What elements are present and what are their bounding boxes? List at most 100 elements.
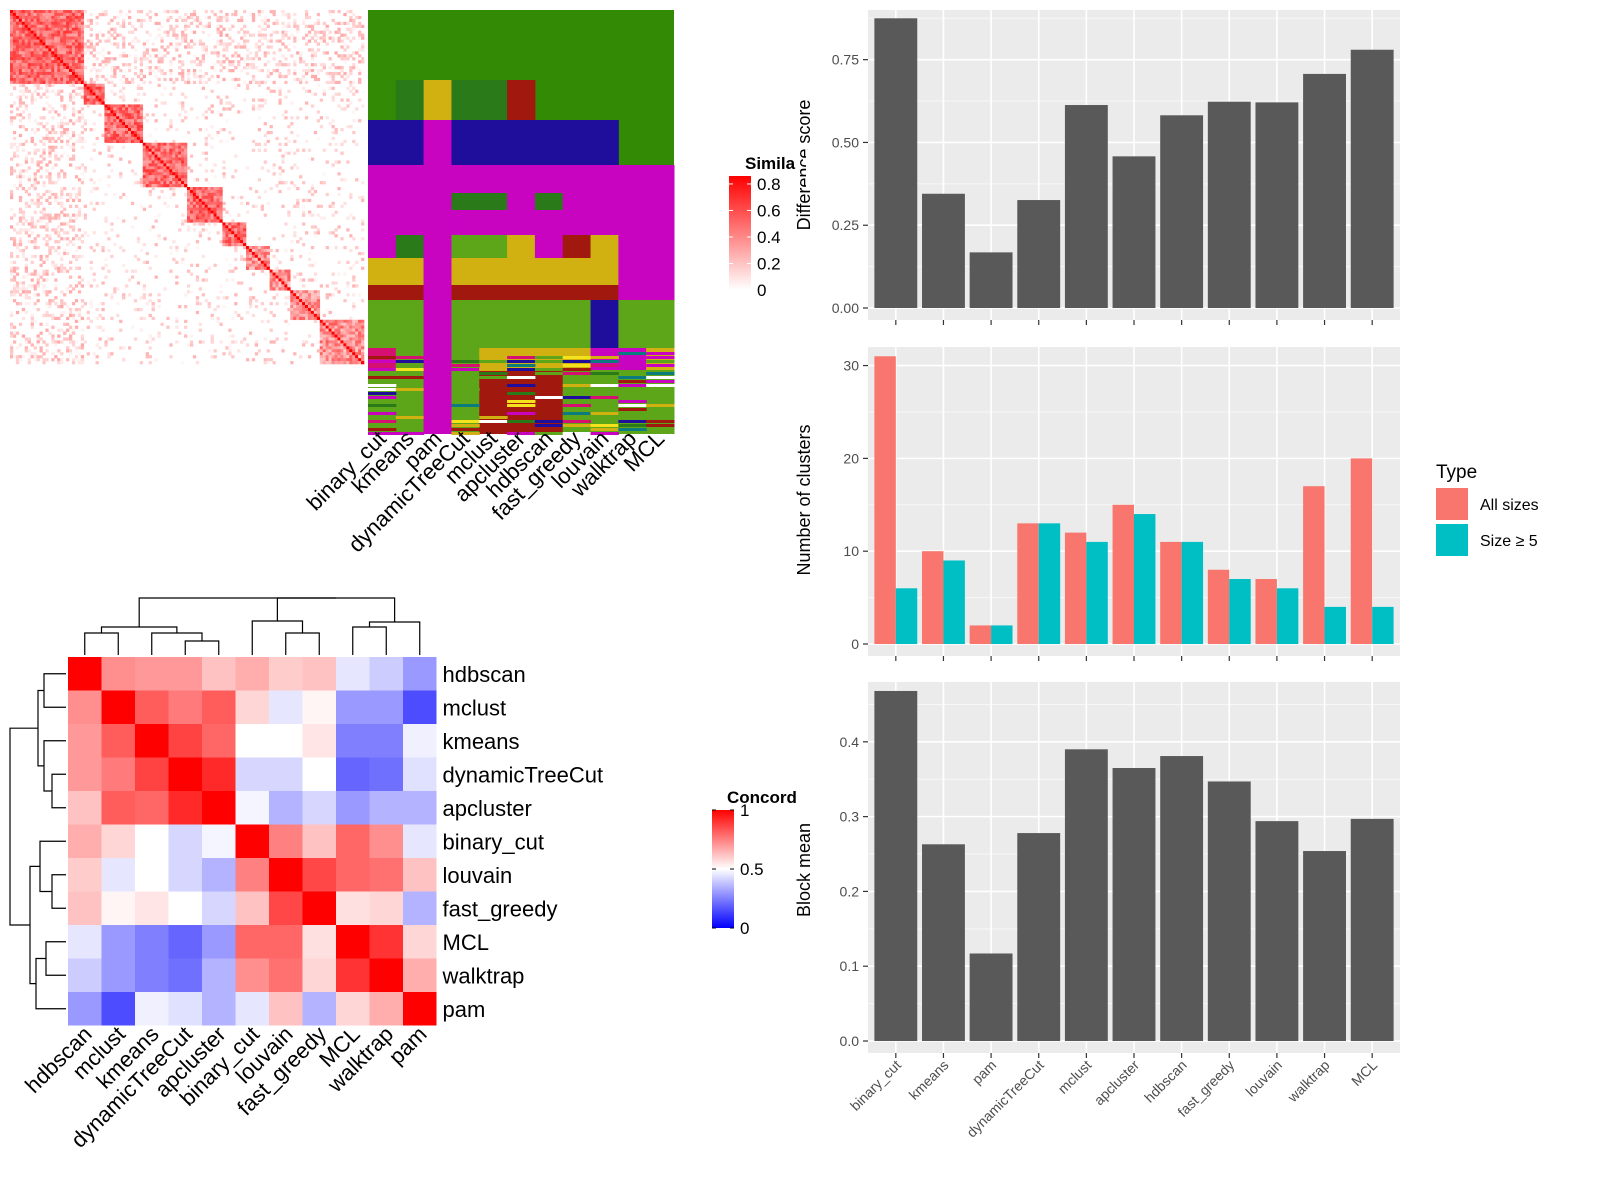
similarity-cell [166,160,170,164]
similarity-cell [166,142,170,146]
similarity-cell [313,278,318,282]
similarity-cell [130,122,135,126]
similarity-cell [222,296,226,300]
similarity-cell [299,355,303,359]
similarity-cell [45,36,49,40]
similarity-cell [57,231,61,235]
similarity-cell [284,45,288,49]
similarity-cell [240,225,244,229]
similarity-cell [57,80,61,85]
similarity-cell [69,60,73,64]
similarity-cell [181,77,185,82]
similarity-cell [175,160,179,164]
similarity-cell [352,12,356,17]
similarity-cell [83,231,87,235]
similarity-cell [358,331,362,335]
similarity-cell [284,30,288,34]
similarity-cell [281,24,285,28]
similarity-cell [307,39,312,43]
similarity-cell [63,39,67,43]
similarity-cell [45,107,49,111]
similarity-cell [27,45,31,49]
similarity-cell [361,257,365,262]
similarity-cell [222,66,226,70]
similarity-cell [216,60,220,64]
similarity-cell [334,66,338,70]
bar [874,356,896,644]
similarity-cell [48,201,52,205]
similarity-cell [113,243,117,247]
similarity-cell [172,139,176,144]
similarity-cell [219,195,223,200]
annotation-cell [590,120,619,165]
similarity-cell [237,349,241,353]
similarity-cell [125,104,129,108]
similarity-cell [175,169,179,173]
similarity-cell [251,248,256,253]
similarity-cell [343,346,347,350]
similarity-cell [104,60,108,64]
similarity-cell [358,346,362,350]
similarity-cell [66,69,70,73]
similarity-cell [60,361,64,365]
similarity-cell [222,222,226,226]
similarity-cell [57,63,61,67]
similarity-cell [18,63,23,67]
similarity-cell [18,45,23,49]
similarity-cell [142,184,146,188]
similarity-cell [322,343,326,347]
similarity-cell [98,325,102,329]
similarity-cell [169,246,173,250]
similarity-cell [77,275,82,279]
similarity-cell [340,325,344,329]
similarity-cell [71,15,76,20]
similarity-cell [122,104,126,108]
similarity-cell [248,302,253,306]
similarity-cell [266,51,270,55]
similarity-cell [192,222,197,226]
similarity-cell [331,272,335,276]
dendrogram-branch [51,773,66,809]
similarity-cell [169,122,173,126]
similarity-cell [204,204,208,208]
similarity-cell [240,254,244,259]
similarity-cell [343,352,347,356]
similarity-cell [154,166,158,170]
similarity-cell [57,234,61,238]
similarity-cell [272,269,276,273]
similarity-cell [57,30,61,34]
concordance-cell [336,992,370,1026]
similarity-cell [248,305,253,309]
similarity-cell [189,12,194,17]
x-tick-label: walktrap [1284,1057,1333,1106]
similarity-cell [30,92,34,96]
similarity-cell [92,110,96,114]
similarity-cell [54,48,58,52]
similarity-cell [133,216,138,220]
similarity-cell [69,145,73,149]
similarity-cell [322,313,326,318]
similarity-cell [45,175,49,179]
similarity-cell [39,21,43,26]
similarity-cell [240,69,244,73]
annotation-stripe [368,404,397,407]
similarity-cell [110,337,114,341]
similarity-cell [51,15,55,20]
similarity-cell [169,181,173,185]
annotation-stripe [368,420,397,423]
similarity-cell [21,307,26,312]
similarity-cell [71,60,76,64]
similarity-cell [71,36,76,40]
similarity-cell [33,63,37,67]
similarity-cell [189,189,194,194]
similarity-cell [69,337,73,341]
similarity-cell [77,178,82,182]
similarity-cell [80,361,85,365]
similarity-cell [154,275,158,279]
similarity-cell [45,69,49,73]
similarity-cell [133,269,138,273]
similarity-cell [260,251,264,256]
similarity-cell [125,116,129,120]
similarity-cell [163,71,167,76]
similarity-cell [30,95,34,99]
